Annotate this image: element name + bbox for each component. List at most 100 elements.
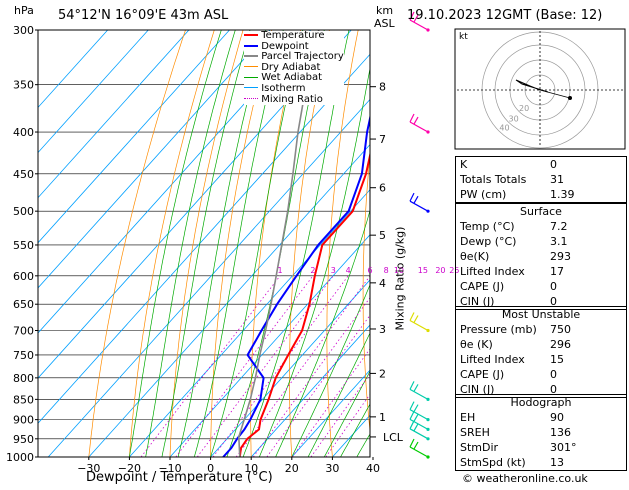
- temp-tick-label: −10: [158, 462, 181, 475]
- pressure-tick-label: 850: [13, 393, 34, 406]
- hodograph-title: Hodograph: [510, 396, 572, 409]
- row-value: 296: [550, 338, 571, 351]
- mixing-ratio-line: [140, 275, 281, 457]
- dry-adiabat-line: [362, 150, 370, 435]
- pressure-tick-label: 350: [13, 79, 34, 92]
- most-unstable-title: Most Unstable: [501, 308, 581, 321]
- temp-tick-label: −20: [118, 462, 141, 475]
- legend-label: Mixing Ratio: [261, 93, 323, 105]
- table-row: Temp (°C) 7.2: [456, 219, 626, 234]
- most-unstable-table: Most Unstable Pressure (mb) 750 θe (K) 296…: [455, 306, 627, 398]
- km-tick-label: 6: [379, 182, 386, 195]
- pressure-tick-label: 650: [13, 298, 34, 311]
- x-axis-label: Dewpoint / Temperature (°C): [86, 470, 273, 485]
- wet-adiabat-line: [275, 209, 370, 457]
- table-row: Pressure (mb) 750: [456, 322, 626, 337]
- row-value: 3.1: [550, 235, 568, 248]
- temp-tick-label: 30: [325, 462, 339, 475]
- row-label: StmDir: [460, 441, 499, 454]
- wet-adiabat-line: [145, 30, 236, 457]
- row-label: Dewp (°C): [460, 235, 517, 248]
- index-value: 31: [550, 173, 564, 186]
- table-row: Lifted Index 15: [456, 352, 626, 367]
- wet-adiabat-line: [307, 332, 370, 457]
- mixing-ratio-line: [325, 393, 370, 457]
- dry-adiabat-line: [129, 30, 215, 457]
- wind-barb: [409, 381, 430, 401]
- table-row: SREH 136: [456, 425, 626, 440]
- wind-barb: [409, 411, 430, 431]
- legend-item: Dry Adiabat: [244, 62, 344, 74]
- wet-adiabat-line: [291, 283, 370, 457]
- legend-swatch: [244, 55, 258, 58]
- row-value: 0: [550, 280, 557, 293]
- legend-swatch: [244, 34, 258, 36]
- table-row: StmSpd (kt) 13: [456, 455, 626, 470]
- row-value: 0: [550, 368, 557, 381]
- mixing-ratio-label: 6: [368, 266, 373, 275]
- temp-tick-label: 40: [366, 462, 380, 475]
- index-label: PW (cm): [460, 188, 507, 201]
- mixing-ratio-line: [266, 314, 370, 457]
- hpa-label: hPa: [14, 4, 34, 17]
- dry-adiabat-line: [326, 30, 359, 457]
- wind-barb: [409, 438, 430, 459]
- legend-label: Temperature: [261, 30, 325, 41]
- wind-barb: [409, 420, 430, 441]
- km-tick-label: 2: [379, 367, 386, 380]
- row-value: 301°: [550, 441, 577, 454]
- location-title: 54°12'N 16°09'E 43m ASL: [58, 8, 229, 23]
- legend-item: Dewpoint: [244, 41, 344, 53]
- km-tick-label: 3: [379, 323, 386, 336]
- temp-tick-label: 20: [285, 462, 299, 475]
- mixing-ratio-line: [175, 275, 314, 457]
- row-value: 90: [550, 411, 564, 424]
- mixing-ratio-label: 15: [418, 266, 428, 275]
- wind-barb: [409, 192, 430, 213]
- isotherm-line: [88, 143, 370, 457]
- index-row-tt: Totals Totals 31: [456, 172, 626, 187]
- isotherm-line: [38, 30, 230, 244]
- mixing-ratio-line: [291, 348, 370, 457]
- row-value: 17: [550, 265, 564, 278]
- wind-barb: [409, 401, 430, 422]
- dry-adiabat-line: [210, 30, 273, 457]
- hodograph-storm-point: [568, 96, 572, 100]
- series-temperature-line: [238, 150, 370, 457]
- legend-swatch: [244, 44, 258, 47]
- wet-adiabat-line: [177, 30, 267, 457]
- legend-label: Wet Adiabat: [261, 72, 323, 84]
- row-value: 750: [550, 323, 571, 336]
- pressure-tick-label: 1000: [6, 451, 34, 464]
- index-label: K: [460, 158, 468, 171]
- mixing-ratio-axis-label: Mixing Ratio (g/kg): [393, 226, 407, 331]
- pressure-tick-label: 800: [13, 372, 34, 385]
- pressure-tick-label: 400: [13, 126, 34, 139]
- legend-swatch: [244, 98, 258, 100]
- row-label: StmSpd (kt): [460, 456, 526, 469]
- legend: Temperature Dewpoint Parcel Trajectory D…: [244, 30, 344, 106]
- wet-adiabat-line: [129, 30, 222, 457]
- row-value: 136: [550, 426, 571, 439]
- legend-item: Isotherm: [244, 83, 344, 95]
- row-label: CIN (J): [460, 383, 495, 396]
- mixing-ratio-label: 8: [384, 266, 389, 275]
- isotherm-line: [38, 30, 271, 289]
- km-label: km: [376, 4, 394, 17]
- mixing-ratio-label: 3: [331, 266, 336, 275]
- hodograph-table: Hodograph EH 90 SREH 136 StmDir 301° StmSpd…: [455, 394, 627, 471]
- mixing-ratio-label: 10: [394, 266, 404, 275]
- legend-swatch: [244, 76, 258, 78]
- row-value: 0: [550, 383, 557, 396]
- row-label: CIN (J): [460, 295, 495, 308]
- mixing-ratio-line: [196, 275, 334, 457]
- pressure-tick-label: 500: [13, 205, 34, 218]
- row-value: 13: [550, 456, 564, 469]
- table-row: CIN (J) 0: [456, 294, 626, 309]
- table-row: θe(K) 293: [456, 249, 626, 264]
- table-row: θe (K) 296: [456, 337, 626, 352]
